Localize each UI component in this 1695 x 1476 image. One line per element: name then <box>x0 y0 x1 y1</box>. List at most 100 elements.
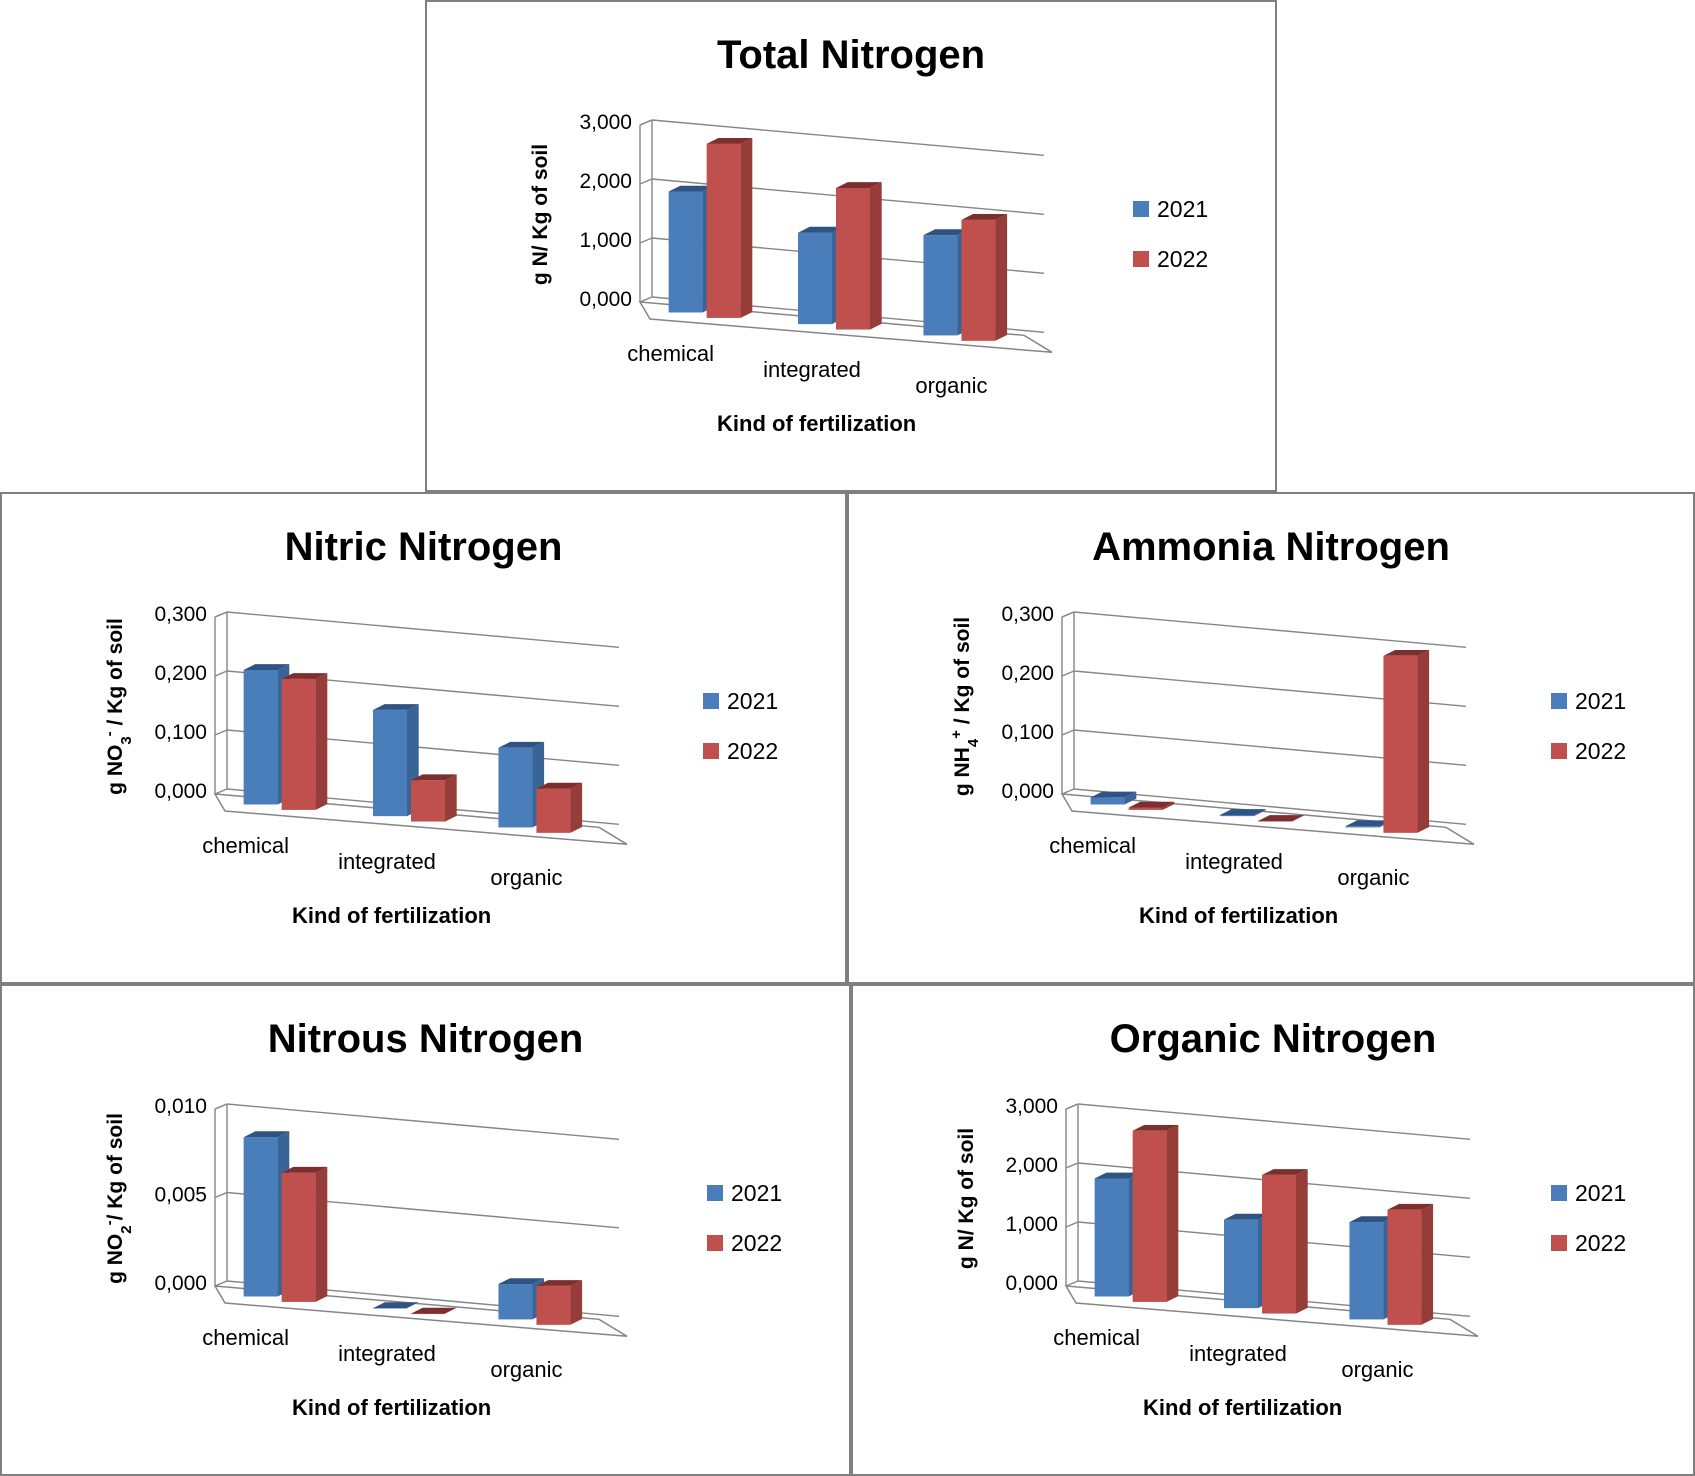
legend-swatch-2022 <box>703 743 719 759</box>
legend-swatch-2022 <box>707 1235 723 1251</box>
y-axis-label: g NO2-/ Kg of soil <box>101 1113 135 1284</box>
bar-top <box>1090 791 1137 798</box>
bar-top <box>1224 1213 1270 1220</box>
x-axis-label: Kind of fertilization <box>292 903 491 928</box>
gridline <box>1077 1103 1471 1140</box>
nitrous-nitrogen-chart: Nitrous Nitrogen 0,000 0,005 0,010 chemical i… <box>0 984 851 1476</box>
bar-front <box>498 1284 533 1320</box>
y-axis-label: g NH4+ / Kg of soil <box>948 617 982 796</box>
x-tick-label: organic <box>490 1357 562 1382</box>
bar-side <box>740 138 753 318</box>
bar-2022-integrated <box>411 774 457 822</box>
bar-2022-organic <box>536 782 583 833</box>
bar-2022-integrated <box>1258 815 1304 822</box>
legend-swatch-2021 <box>1133 201 1149 217</box>
y-tick-label: 0,100 <box>1001 721 1054 744</box>
bar-top <box>706 138 753 144</box>
x-tick-label: organic <box>915 373 987 398</box>
legend-label-2021: 2021 <box>1575 688 1626 714</box>
bar-side <box>1124 791 1137 805</box>
bar-top <box>498 1278 545 1284</box>
x-tick-label: integrated <box>1185 849 1283 874</box>
nitric-svg: Nitric Nitrogen 0,000 0,100 0,200 0,300 chemi… <box>101 525 779 928</box>
bar-side <box>1292 815 1304 822</box>
y-tick-label: 0,200 <box>1001 662 1054 685</box>
y-tick-label: 1,000 <box>579 229 632 252</box>
floor <box>1060 793 1475 846</box>
bar-side <box>1162 801 1175 810</box>
wall-top-edge <box>1065 1103 1079 1110</box>
ammonia-svg: Ammonia Nitrogen 0,000 0,100 0,200 0,300 chem… <box>948 525 1627 928</box>
legend-swatch-2021 <box>1551 1185 1567 1201</box>
bar-top <box>281 1166 328 1173</box>
x-tick-label: integrated <box>1189 1341 1287 1366</box>
bar-side <box>1417 650 1430 833</box>
bar-2022-chemical <box>281 1166 328 1302</box>
x-tick-label: integrated <box>338 849 436 874</box>
y-tick-label: 0,000 <box>1001 780 1054 803</box>
x-axis-label: Kind of fertilization <box>717 411 916 436</box>
bar-front <box>536 1285 571 1325</box>
legend-label-2021: 2021 <box>1575 1180 1626 1206</box>
y-axis-label: g N/ Kg of soil <box>529 144 552 285</box>
bar-2022-organic <box>1383 650 1430 833</box>
bar-top <box>923 229 970 236</box>
x-tick-label: chemical <box>1049 833 1136 858</box>
bar-front <box>1128 807 1163 810</box>
legend-label-2021: 2021 <box>1157 196 1208 222</box>
bar-side <box>1166 1125 1179 1302</box>
gridline <box>226 1103 620 1140</box>
y-tick-label: 0,000 <box>1005 1272 1058 1295</box>
y-tick-label: 0,000 <box>154 780 207 803</box>
chart-title: Total Nitrogen <box>717 33 985 77</box>
gridline <box>226 611 620 648</box>
bar-top <box>836 182 882 188</box>
bar-front <box>281 678 316 810</box>
bar-side <box>570 1280 583 1325</box>
bar-front <box>1349 1222 1384 1320</box>
y-tick-label: 2,000 <box>579 170 632 193</box>
bar-side <box>1296 1169 1308 1314</box>
x-axis-label: Kind of fertilization <box>1139 903 1338 928</box>
floor <box>638 301 1053 354</box>
floor <box>213 1285 628 1338</box>
legend-label-2022: 2022 <box>1157 246 1208 272</box>
bar-top <box>668 185 715 192</box>
y-tick-label: 3,000 <box>579 111 632 134</box>
bar-top <box>1094 1172 1141 1179</box>
wall-top-edge <box>214 611 228 618</box>
gridline <box>1073 611 1467 648</box>
y-tick-label: 0,200 <box>154 662 207 685</box>
bar-front <box>923 235 958 336</box>
bar-front <box>1132 1130 1167 1302</box>
tick-mark <box>214 788 228 795</box>
y-tick-label: 0,010 <box>154 1095 207 1118</box>
floor <box>1064 1285 1479 1338</box>
bar-top <box>1132 1125 1179 1131</box>
bar-top <box>1387 1203 1434 1210</box>
tick-mark <box>1061 729 1075 736</box>
organic-nitrogen-chart: Organic Nitrogen 0,000 1,000 2,000 3,000 chem… <box>851 984 1695 1476</box>
bar-front <box>1383 655 1418 833</box>
x-tick-label: organic <box>1341 1357 1413 1382</box>
tick-mark <box>214 1191 228 1199</box>
bar-front <box>706 143 741 318</box>
chart-title: Nitric Nitrogen <box>285 525 563 569</box>
x-tick-label: chemical <box>627 341 714 366</box>
bar-2022-integrated <box>836 182 882 330</box>
y-tick-label: 0,000 <box>154 1272 207 1295</box>
bar-side <box>1254 809 1266 817</box>
tick-mark <box>1065 1221 1079 1228</box>
bar-top <box>1128 801 1175 808</box>
x-tick-label: chemical <box>202 1325 289 1350</box>
chart-title: Ammonia Nitrogen <box>1092 525 1450 569</box>
bar-front <box>1090 797 1125 805</box>
bar-top <box>1345 820 1392 827</box>
tick-mark <box>1061 670 1075 677</box>
bar-2022-organic <box>1387 1203 1434 1325</box>
tick-mark <box>1065 1280 1079 1287</box>
bar-2022-chemical <box>281 673 328 810</box>
y-tick-label: 2,000 <box>1005 1154 1058 1177</box>
bar-front <box>281 1172 316 1302</box>
tick-mark <box>639 296 653 303</box>
